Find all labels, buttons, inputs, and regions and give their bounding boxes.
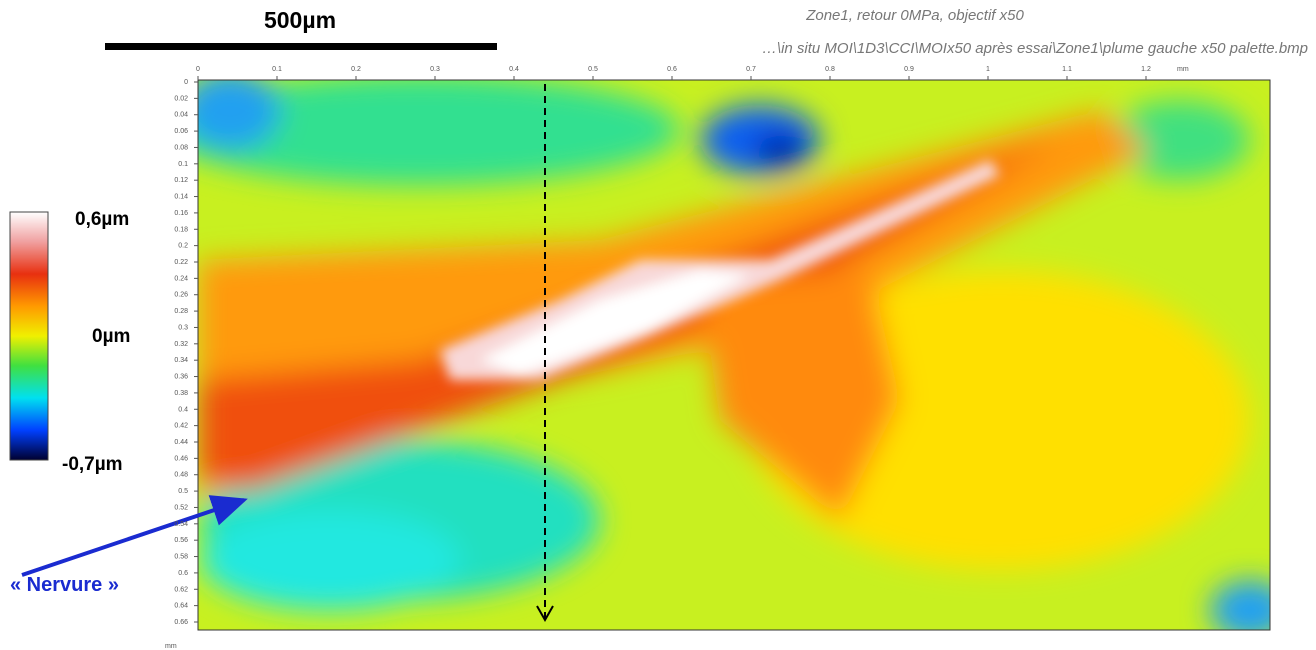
x-tick-label: 0.1 <box>272 66 282 73</box>
x-tick-label: 0.8 <box>825 66 835 73</box>
y-tick-label: 0.34 <box>174 357 188 364</box>
y-tick-label: 0.6 <box>178 570 188 577</box>
y-tick-label: 0.02 <box>174 95 188 102</box>
colorbar <box>9 211 49 461</box>
y-tick-label: 0.38 <box>174 390 188 397</box>
colorbar-label: 0µm <box>92 326 130 347</box>
y-tick-label: 0.18 <box>174 226 188 233</box>
scale-bar <box>105 43 497 50</box>
y-tick-label: 0.4 <box>178 406 188 413</box>
y-tick-label: 0.46 <box>174 455 188 462</box>
scale-label: 500µm <box>264 7 336 33</box>
y-tick-label: 0.52 <box>174 504 188 511</box>
y-tick-label: 0.24 <box>174 275 188 282</box>
annotation: « Nervure » <box>10 574 119 596</box>
colorbar-label: 0,6µm <box>75 209 129 230</box>
y-tick-label: 0.56 <box>174 537 188 544</box>
colorbar-label: -0,7µm <box>62 454 123 475</box>
x-tick-label: 1 <box>986 66 990 73</box>
y-tick-label: 0.08 <box>174 144 188 151</box>
y-tick-label: 0.04 <box>174 112 188 119</box>
y-tick-label: 0.5 <box>178 488 188 495</box>
caption: Zone1, retour 0MPa, objectif x50 <box>805 7 1024 24</box>
y-tick-label: 0.44 <box>174 439 188 446</box>
y-tick-label: 0 <box>184 79 188 86</box>
x-tick-label: 0.7 <box>746 66 756 73</box>
y-tick-label: 0.64 <box>174 603 188 610</box>
x-tick-label: 0.4 <box>509 66 519 73</box>
y-tick-label: 0.58 <box>174 554 188 561</box>
y-tick-label: 0.54 <box>174 521 188 528</box>
x-tick-label: 0.5 <box>588 66 598 73</box>
height-map <box>198 80 1270 630</box>
y-tick-label: 0.48 <box>174 472 188 479</box>
caption: …\in situ MOI\1D3\CCI\MOIx50 après essai… <box>762 40 1308 57</box>
y-tick-label: 0.14 <box>174 194 188 201</box>
y-tick-label: 0.28 <box>174 308 188 315</box>
y-tick-label: 0.32 <box>174 341 188 348</box>
profile-arrowhead <box>536 605 554 623</box>
x-tick-label: 0.9 <box>904 66 914 73</box>
y-tick-label: 0.2 <box>178 243 188 250</box>
y-tick-label: 0.62 <box>174 586 188 593</box>
y-tick-label: 0.06 <box>174 128 188 135</box>
x-tick-label: 0.6 <box>667 66 677 73</box>
x-tick-label: 0 <box>196 66 200 73</box>
x-tick-label: 0.3 <box>430 66 440 73</box>
y-tick-label: 0.26 <box>174 292 188 299</box>
plot-frame <box>197 79 1271 631</box>
x-tick-label: 1.1 <box>1062 66 1072 73</box>
y-unit: mm <box>165 643 177 650</box>
y-tick-label: 0.66 <box>174 619 188 626</box>
y-tick-label: 0.3 <box>178 324 188 331</box>
x-tick-label: 0.2 <box>351 66 361 73</box>
annotation-arrow <box>21 495 248 577</box>
x-unit: mm <box>1177 66 1189 73</box>
x-tick-label: 1.2 <box>1141 66 1151 73</box>
y-tick-label: 0.36 <box>174 374 188 381</box>
y-tick-label: 0.42 <box>174 423 188 430</box>
y-tick-label: 0.16 <box>174 210 188 217</box>
y-tick-label: 0.1 <box>178 161 188 168</box>
y-tick-label: 0.12 <box>174 177 188 184</box>
y-tick-label: 0.22 <box>174 259 188 266</box>
